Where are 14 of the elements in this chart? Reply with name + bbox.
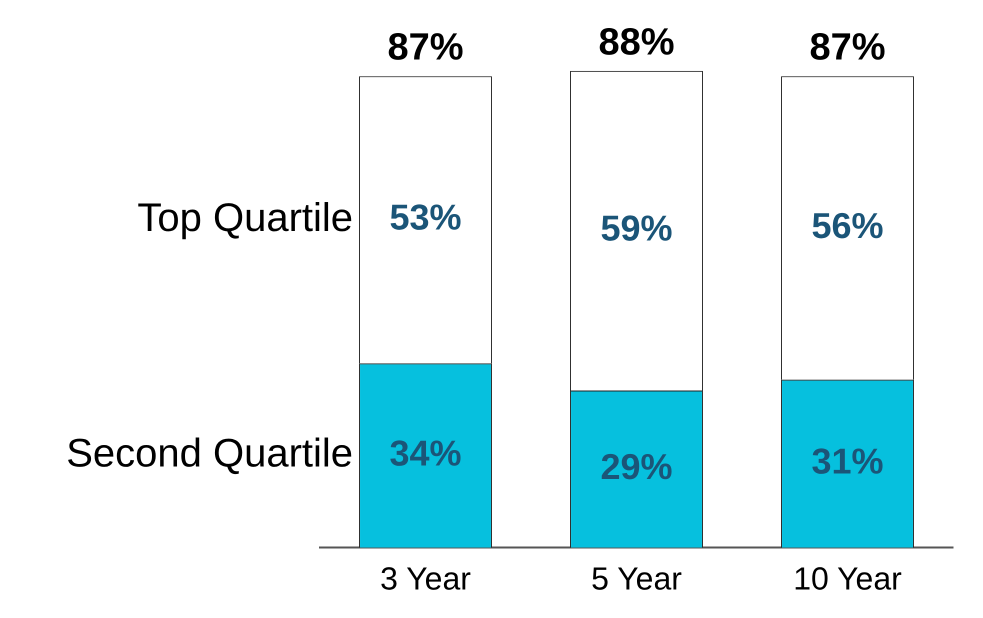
data-label: 29% (600, 446, 673, 487)
total-label: 88% (598, 21, 675, 64)
data-label: 31% (811, 440, 884, 482)
total-label: 87% (387, 26, 464, 69)
data-label: 59% (600, 208, 673, 249)
series-label: Second Quartile (66, 432, 354, 476)
series-label: Top Quartile (137, 196, 354, 240)
total-label: 87% (809, 26, 886, 69)
data-label: 53% (389, 196, 462, 238)
x-tick-label: 10 Year (793, 560, 902, 597)
data-label: 56% (811, 204, 884, 246)
x-tick-label: 3 Year (380, 560, 472, 597)
x-tick-label: 5 Year (591, 560, 682, 597)
data-label: 34% (389, 432, 462, 474)
